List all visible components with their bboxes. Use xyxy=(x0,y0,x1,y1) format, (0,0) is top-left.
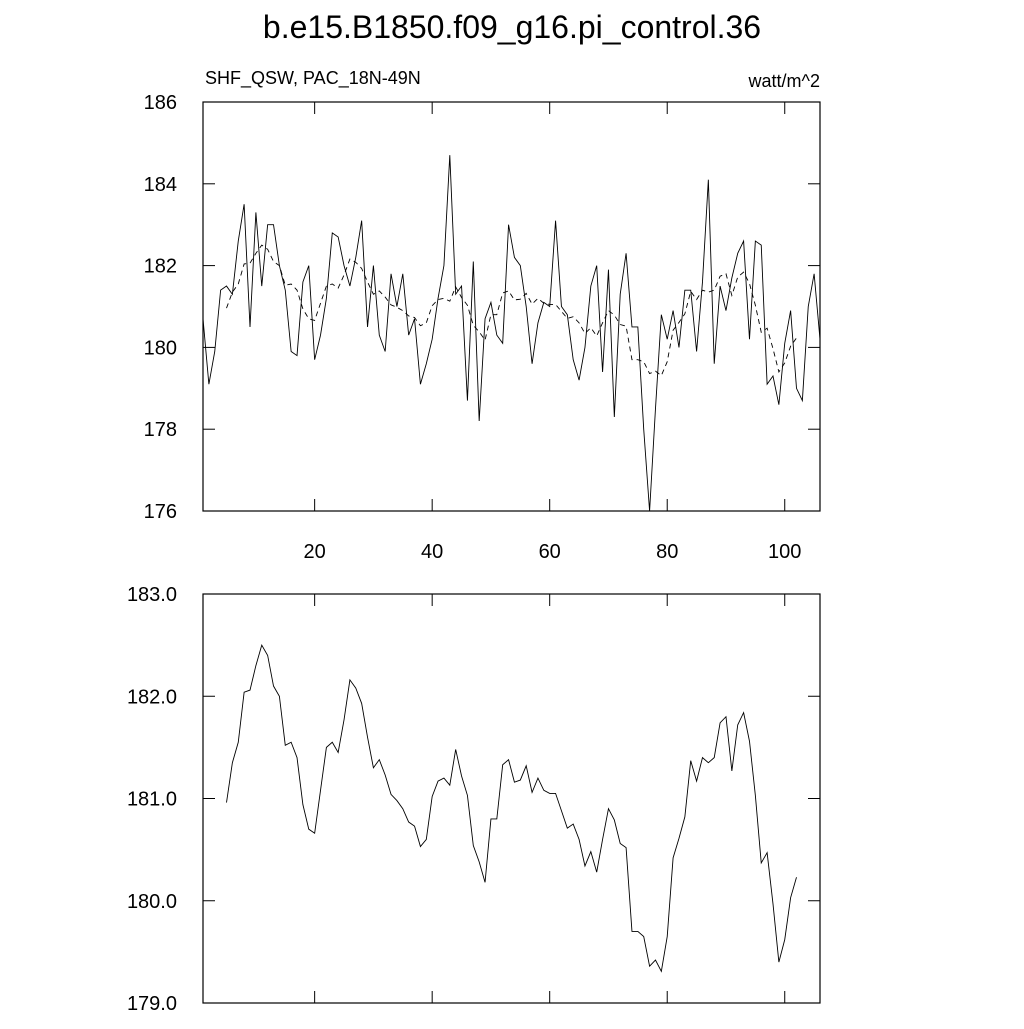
y-tick-label: 180.0 xyxy=(127,891,177,913)
data-line xyxy=(202,155,821,512)
y-tick-label: 182.0 xyxy=(127,686,177,708)
x-tick-label: 80 xyxy=(656,541,678,563)
y-tick-label: 183.0 xyxy=(127,584,177,606)
right-string: watt/m^2 xyxy=(748,71,820,91)
data-line xyxy=(226,643,797,973)
y-tick-label: 180 xyxy=(144,337,177,359)
left-string: SHF_QSW, PAC_18N-49N xyxy=(205,68,421,89)
y-tick-label: 178 xyxy=(144,419,177,441)
y-tick-label: 184 xyxy=(144,174,177,196)
y-tick-label: 179.0 xyxy=(127,993,177,1015)
y-tick-label: 176 xyxy=(144,501,177,523)
x-tick-label: 60 xyxy=(539,541,561,563)
plot-frame xyxy=(202,593,821,1004)
chart-title: b.e15.B1850.f09_g16.pi_control.36 xyxy=(263,9,761,45)
plot-frame xyxy=(202,101,821,512)
y-tick-label: 181.0 xyxy=(127,789,177,811)
y-tick-label: 182 xyxy=(144,256,177,278)
x-tick-label: 100 xyxy=(768,541,801,563)
x-tick-label: 40 xyxy=(421,541,443,563)
y-tick-label: 186 xyxy=(144,92,177,114)
x-tick-label: 20 xyxy=(304,541,326,563)
data-line xyxy=(226,244,797,377)
